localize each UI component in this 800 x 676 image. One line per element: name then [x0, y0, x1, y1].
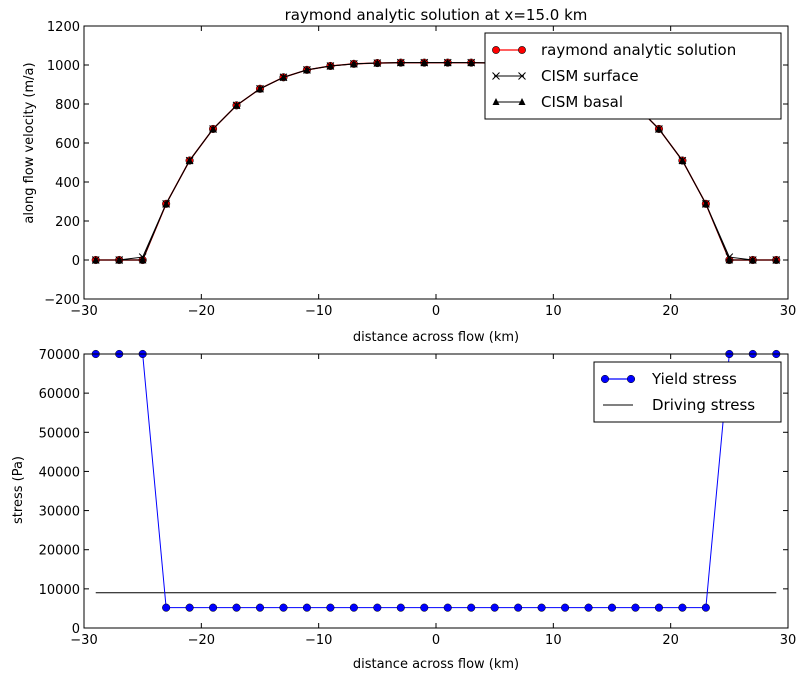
y-tick-label: 60000	[39, 387, 80, 402]
velocity-legend: raymond analytic solution CISM surface C…	[485, 33, 781, 119]
legend-label-raymond: raymond analytic solution	[541, 41, 736, 59]
data-point	[162, 604, 170, 612]
x-tick-label: 10	[545, 304, 562, 319]
data-point	[256, 604, 264, 612]
data-point	[561, 604, 569, 612]
data-point	[608, 604, 616, 612]
y-tick-label: 40000	[39, 465, 80, 480]
x-tick-label: 0	[432, 304, 440, 319]
x-tick-label: −10	[305, 633, 332, 648]
velocity-chart-title: raymond analytic solution at x=15.0 km	[285, 6, 588, 24]
data-point	[186, 604, 194, 612]
x-tick-label: −20	[188, 304, 215, 319]
data-point	[467, 604, 475, 612]
data-point	[514, 604, 522, 612]
data-point	[374, 604, 382, 612]
data-point	[444, 604, 452, 612]
stress-x-axis-label: distance across flow (km)	[353, 657, 519, 672]
legend-marker-yield-left	[601, 375, 609, 383]
legend-marker-raymond-left	[492, 46, 499, 53]
legend-label-cism-basal: CISM basal	[541, 93, 623, 111]
x-tick-label: 20	[662, 304, 679, 319]
y-tick-label: 20000	[39, 544, 80, 559]
velocity-x-axis-label: distance across flow (km)	[353, 330, 519, 345]
y-tick-label: 10000	[39, 583, 80, 598]
stress-chart: distance across flow (km) stress (Pa) −3…	[11, 348, 796, 672]
legend-label-driving-stress: Driving stress	[652, 396, 755, 414]
legend-marker-yield-right	[627, 375, 635, 383]
y-tick-label: 70000	[39, 348, 80, 363]
y-tick-label: 200	[55, 215, 80, 230]
y-tick-label: 1200	[47, 20, 80, 35]
y-tick-label: 600	[55, 137, 80, 152]
data-point	[350, 604, 358, 612]
data-point	[491, 604, 499, 612]
velocity-y-axis-label: along flow velocity (m/a)	[22, 62, 37, 223]
data-point	[632, 604, 640, 612]
y-tick-label: 400	[55, 176, 80, 191]
legend-marker-raymond-right	[518, 46, 525, 53]
stress-y-axis-label: stress (Pa)	[11, 456, 26, 524]
data-point	[702, 604, 710, 612]
data-point	[585, 604, 593, 612]
x-tick-label: −20	[188, 633, 215, 648]
data-point	[233, 604, 241, 612]
data-point	[655, 604, 663, 612]
y-tick-label: 0	[72, 254, 80, 269]
y-tick-label: 50000	[39, 426, 80, 441]
data-point	[280, 604, 288, 612]
x-tick-label: 30	[780, 633, 797, 648]
x-tick-label: −10	[305, 304, 332, 319]
y-tick-label: −200	[44, 293, 80, 308]
y-tick-label: 0	[72, 622, 80, 637]
data-point	[303, 604, 311, 612]
x-tick-label: 10	[545, 633, 562, 648]
data-point	[327, 604, 335, 612]
x-tick-label: 20	[662, 633, 679, 648]
data-point	[420, 604, 428, 612]
legend-label-cism-surface: CISM surface	[541, 67, 639, 85]
legend-label-yield-stress: Yield stress	[651, 370, 737, 388]
data-point	[679, 604, 687, 612]
data-point	[209, 604, 217, 612]
data-point	[397, 604, 405, 612]
y-tick-label: 30000	[39, 505, 80, 520]
y-tick-label: 1000	[47, 59, 80, 74]
x-tick-label: 0	[432, 633, 440, 648]
stress-legend: Yield stress Driving stress	[594, 362, 781, 422]
y-tick-label: 800	[55, 98, 80, 113]
data-point	[538, 604, 546, 612]
velocity-chart: raymond analytic solution at x=15.0 km d…	[22, 6, 796, 345]
x-tick-label: 30	[780, 304, 797, 319]
